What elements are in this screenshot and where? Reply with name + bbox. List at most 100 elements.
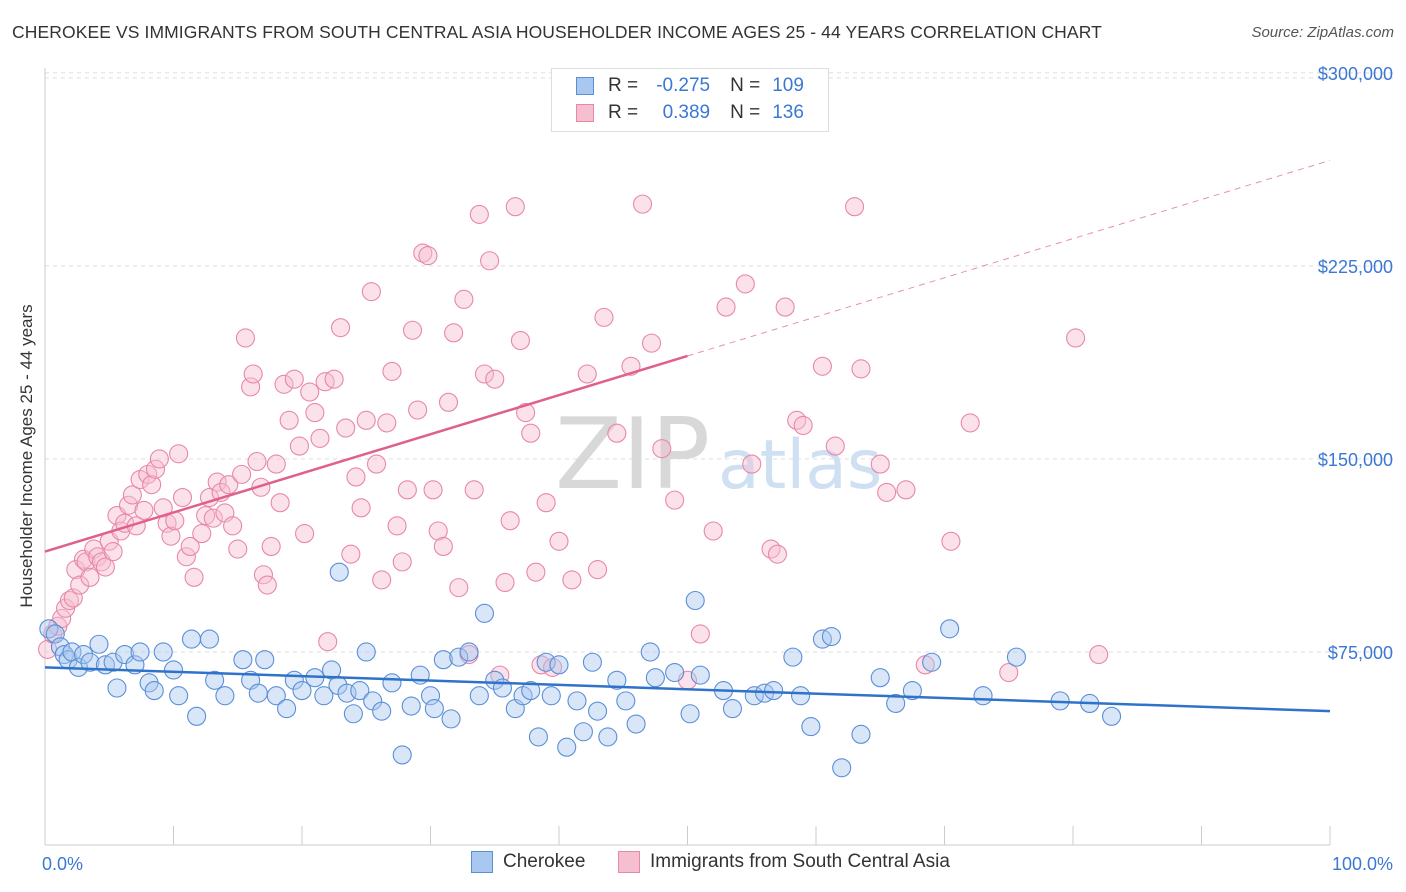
immigrants-point (122, 485, 142, 505)
cherokee-point (685, 590, 705, 611)
immigrants-point (516, 403, 536, 423)
cherokee-point (973, 686, 993, 706)
cherokee-point (616, 691, 636, 711)
immigrants-point (346, 467, 366, 487)
trend-lines (44, 159, 1331, 713)
immigrants-point (341, 544, 361, 564)
immigrants-point (172, 487, 193, 508)
legend-n-value-cherokee: 109 (772, 75, 804, 96)
immigrants-point (716, 297, 736, 317)
cherokee-point (449, 647, 469, 667)
y-axis-label: Householder Income Ages 25 - 44 years (17, 304, 36, 607)
cherokee-point (587, 701, 608, 721)
cherokee-point (441, 709, 461, 729)
immigrants-point (118, 495, 139, 515)
immigrants-point (232, 464, 252, 484)
immigrants-point (960, 413, 980, 433)
cherokee-point (372, 701, 392, 721)
immigrants-point (587, 560, 608, 580)
cherokee-point (645, 668, 665, 688)
immigrants-point (253, 565, 274, 585)
immigrants-point (184, 567, 204, 587)
cherokee-point (45, 624, 65, 644)
immigrants-point (392, 552, 412, 572)
immigrants-point (549, 531, 569, 551)
immigrants-point (243, 364, 263, 384)
immigrants-point (330, 318, 351, 338)
immigrants-point (632, 194, 653, 214)
immigrants-point (228, 539, 248, 559)
series-legend-immigrants[interactable]: Immigrants from South Central Asia (618, 851, 950, 873)
immigrants-point (203, 508, 223, 528)
cherokee-point (573, 722, 593, 742)
immigrants-point (641, 333, 662, 353)
immigrants-point (761, 539, 781, 559)
immigrants-point (257, 575, 277, 595)
immigrants-point (877, 482, 897, 502)
cherokee-point (541, 686, 561, 706)
immigrants-point (377, 413, 397, 433)
legend-n-value-immigrants: 136 (772, 102, 804, 123)
immigrants-point (594, 307, 614, 327)
legend-r-value-cherokee: -0.275 (656, 75, 711, 96)
immigrants-point (366, 454, 387, 474)
series-swatch-immigrants (618, 851, 640, 873)
immigrants-point (180, 536, 200, 556)
cherokee-point (255, 650, 275, 670)
cherokee-point (80, 652, 100, 672)
immigrants-point (418, 246, 438, 266)
immigrants-point (103, 542, 123, 562)
immigrants-point (665, 490, 685, 510)
series-label-immigrants: Immigrants from South Central Asia (650, 851, 950, 872)
cherokee-point (350, 681, 370, 701)
cherokee-point (107, 678, 127, 698)
immigrants-point (408, 400, 428, 420)
immigrants-point (703, 521, 723, 541)
y-tick-label: $225,000 (1318, 257, 1393, 277)
cherokee-point (115, 644, 135, 665)
cherokee-point (433, 650, 453, 670)
immigrants-point (387, 516, 407, 536)
y-tick-label: $150,000 (1318, 450, 1393, 470)
immigrants-point (382, 361, 402, 381)
immigrants-point (274, 374, 294, 394)
immigrants-point (941, 531, 961, 551)
source-credit: Source: ZipAtlas.com (1251, 24, 1394, 41)
cherokee-point (89, 634, 109, 654)
cherokee-point (215, 686, 235, 706)
cherokee-point (832, 758, 852, 778)
cherokee-point (821, 626, 841, 647)
immigrants-point (851, 359, 871, 379)
immigrants-point (480, 251, 500, 271)
cherokee-point (783, 647, 803, 667)
cherokee-point (248, 683, 268, 703)
chart-title: CHEROKEE VS IMMIGRANTS FROM SOUTH CENTRA… (12, 22, 1102, 42)
correlation-legend: R = -0.275 N = 109 R = 0.389 N = 136 (551, 68, 829, 132)
cherokee-point (266, 686, 286, 706)
cherokee-point (187, 706, 207, 726)
x-tick-label-min: 0.0% (42, 854, 83, 874)
cherokee-point (181, 629, 202, 649)
cherokee-point (940, 619, 960, 639)
immigrants-point (324, 369, 344, 389)
series-legend: Cherokee Immigrants from South Central A… (0, 851, 1406, 877)
immigrants-point (80, 567, 100, 587)
axis-layer: $75,000 $150,000 $225,000 $300,000 0.0% 100.0… (42, 64, 1393, 874)
watermark-atlas: atlas (718, 426, 882, 505)
immigrants-point (266, 454, 286, 474)
immigrants-point (356, 410, 376, 430)
cherokee-point (153, 642, 173, 662)
immigrants-point (536, 493, 556, 513)
cherokee-point (557, 737, 577, 757)
immigrants-point (510, 330, 531, 351)
cherokee-point (382, 673, 402, 693)
immigrants-point (433, 536, 453, 556)
immigrants-point (169, 444, 189, 464)
cherokee-point (1102, 706, 1122, 726)
series-legend-cherokee[interactable]: Cherokee (471, 851, 585, 873)
cherokee-point (870, 668, 890, 688)
immigrants-point (742, 454, 762, 474)
immigrants-point (775, 297, 795, 317)
y-tick-label: $300,000 (1318, 64, 1393, 84)
immigrants-point (999, 663, 1019, 683)
